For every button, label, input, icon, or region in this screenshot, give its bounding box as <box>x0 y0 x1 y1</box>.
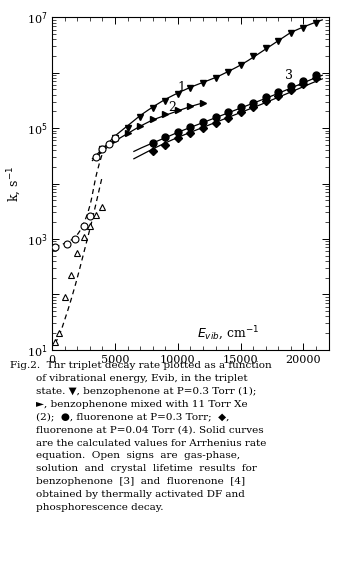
Text: Fig.2.  Thr triplet decay rate plotted as a function
        of vibrational ener: Fig.2. Thr triplet decay rate plotted as… <box>10 361 272 512</box>
Text: $E_{vib}$, cm$^{-1}$: $E_{vib}$, cm$^{-1}$ <box>197 325 259 343</box>
Text: 2: 2 <box>168 102 176 114</box>
Text: 3: 3 <box>285 69 293 81</box>
Y-axis label: k, s$^{-1}$: k, s$^{-1}$ <box>6 165 24 202</box>
Text: 1: 1 <box>178 81 186 94</box>
Text: 4: 4 <box>297 78 305 91</box>
